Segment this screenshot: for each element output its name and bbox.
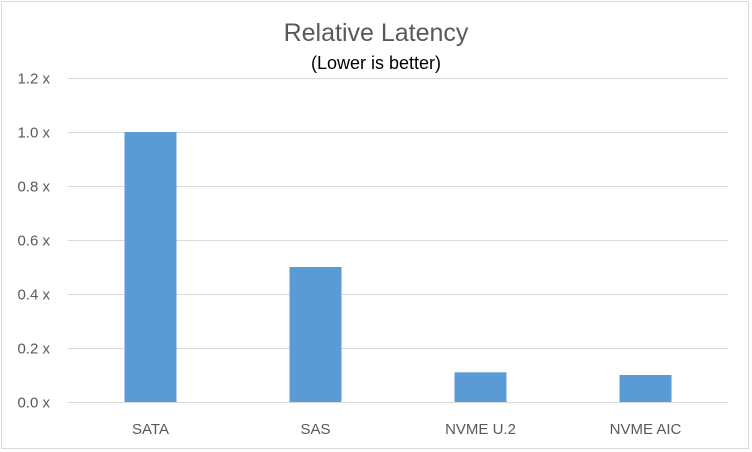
bar-nvme-aic [619,375,672,402]
y-tick-label: 0.0 x [17,395,50,412]
bar-sata [124,132,177,402]
x-axis-labels: SATA SAS NVME U.2 NVME AIC [132,421,681,438]
x-category-label: SAS [300,421,330,438]
y-tick-label: 0.8 x [17,179,50,196]
bar-sas [289,267,342,402]
bar-nvme-u-2 [454,372,507,402]
chart-title: Relative Latency [283,19,469,47]
x-category-label: NVME AIC [610,421,682,438]
y-tick-label: 1.2 x [17,71,50,88]
bars [124,132,672,402]
y-tick-label: 0.2 x [17,341,50,358]
x-category-label: SATA [132,421,169,438]
gridlines [68,78,728,403]
y-tick-label: 1.0 x [17,125,50,142]
y-tick-label: 0.4 x [17,287,50,304]
y-axis-ticks: 0.0 x 0.2 x 0.4 x 0.6 x 0.8 x 1.0 x 1.2 x [17,71,50,412]
y-tick-label: 0.6 x [17,233,50,250]
x-category-label: NVME U.2 [445,421,516,438]
chart-subtitle: (Lower is better) [310,53,442,73]
